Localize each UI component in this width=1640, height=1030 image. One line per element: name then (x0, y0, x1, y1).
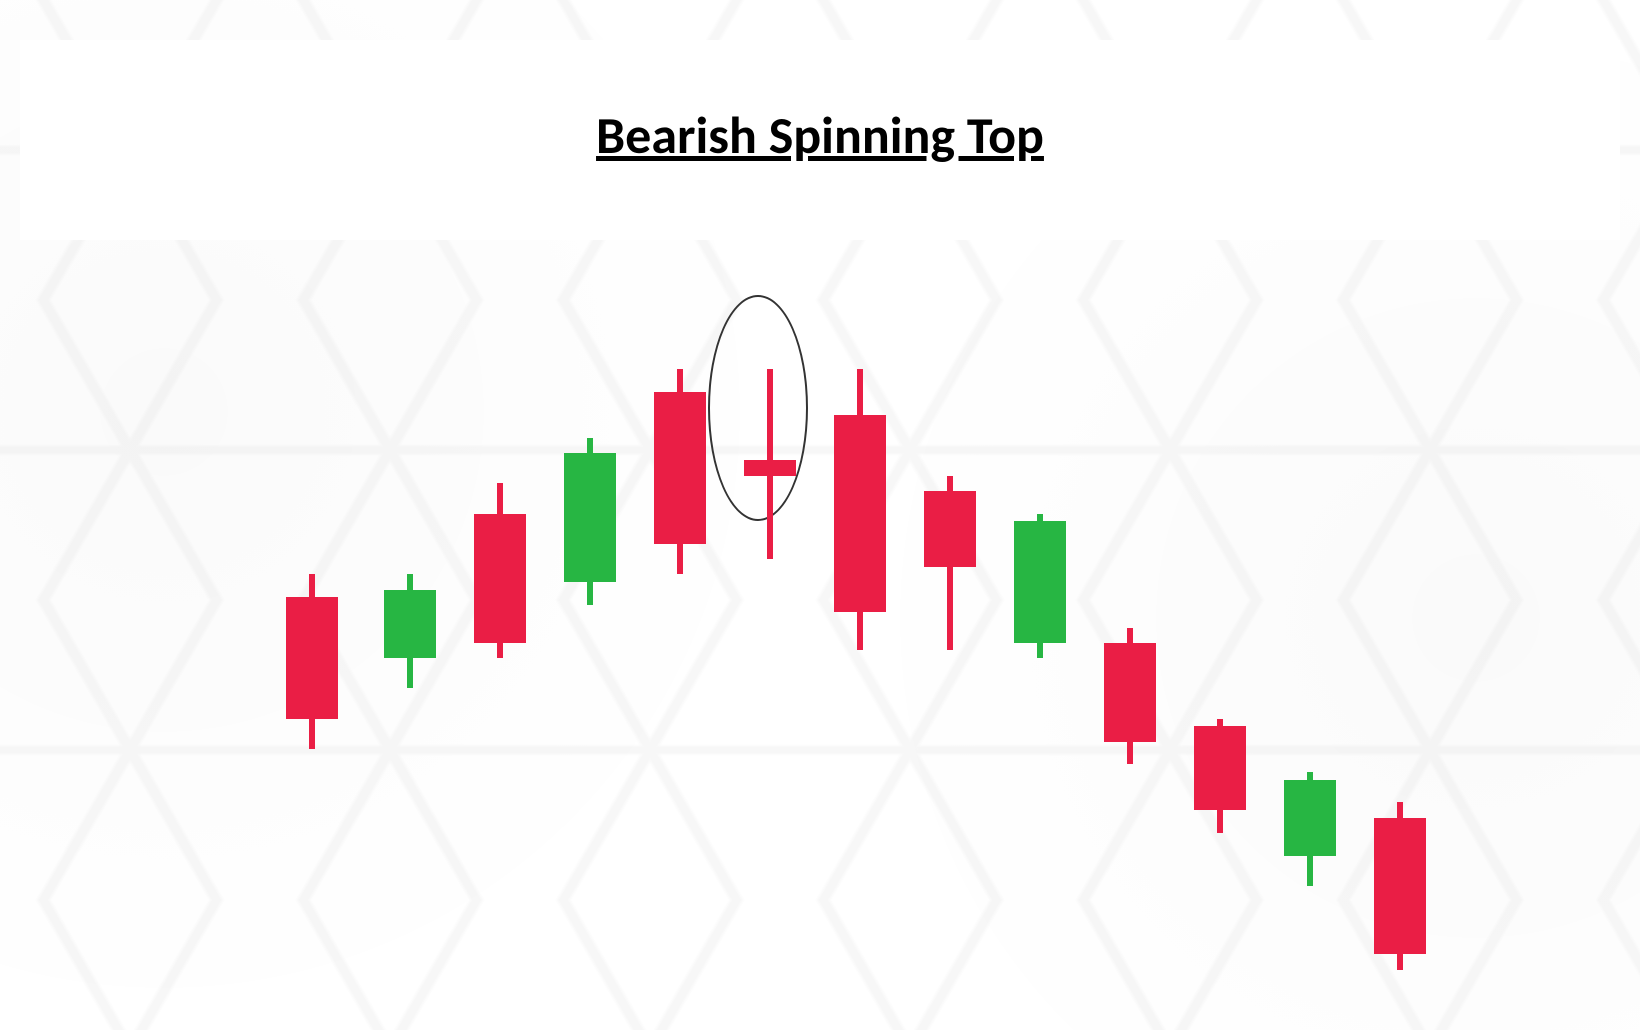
candle-4 (654, 0, 706, 1030)
candle-9 (1104, 0, 1156, 1030)
candle-12 (1374, 0, 1426, 1030)
candle-2 (474, 0, 526, 1030)
candle-body (384, 590, 436, 658)
candle-body (834, 415, 886, 613)
candle-body (924, 491, 976, 567)
candle-8 (1014, 0, 1066, 1030)
candlestick-chart (0, 0, 1640, 1030)
candle-body (654, 392, 706, 544)
candle-body (286, 597, 338, 719)
candle-10 (1194, 0, 1246, 1030)
candle-body (744, 460, 796, 475)
candle-5 (744, 0, 796, 1030)
candle-3 (564, 0, 616, 1030)
candle-0 (286, 0, 338, 1030)
candle-6 (834, 0, 886, 1030)
candle-body (1104, 643, 1156, 742)
candle-body (1194, 726, 1246, 810)
candle-body (1014, 521, 1066, 643)
candle-7 (924, 0, 976, 1030)
candle-11 (1284, 0, 1336, 1030)
candle-body (1374, 818, 1426, 955)
candle-body (564, 453, 616, 582)
candle-body (474, 514, 526, 643)
candle-body (1284, 780, 1336, 856)
candle-1 (384, 0, 436, 1030)
